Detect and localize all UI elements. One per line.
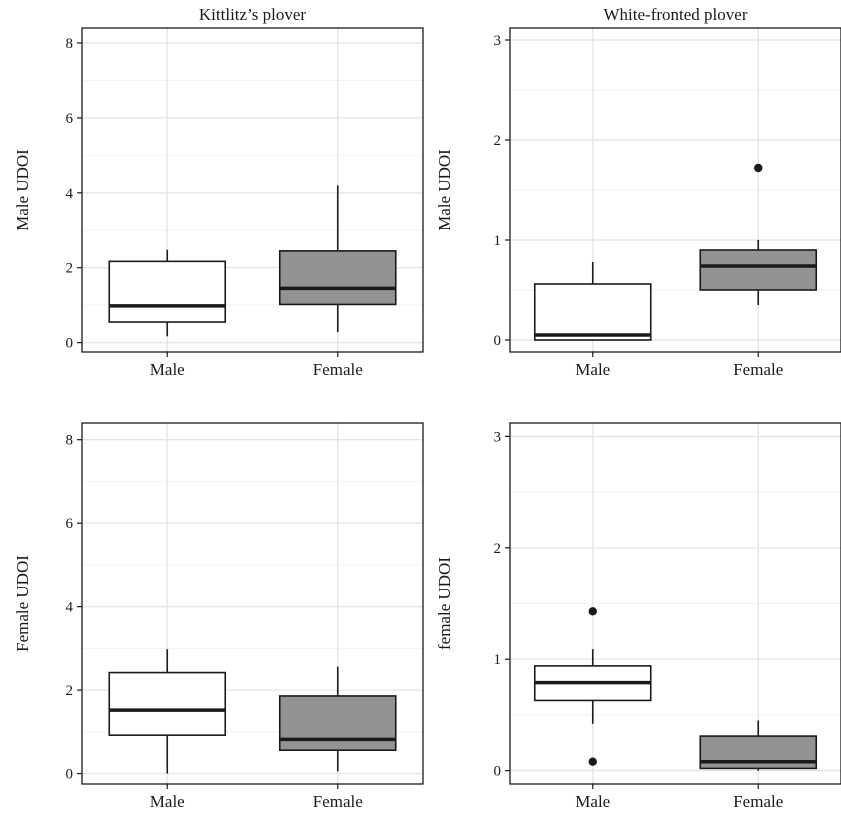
box-iqr xyxy=(699,249,818,291)
y-axis-label: Male UDOI xyxy=(13,149,32,231)
panel-title: White-fronted plover xyxy=(604,5,748,24)
y-tick-label: 3 xyxy=(494,33,502,49)
panel-border xyxy=(81,422,424,785)
panel-title: Kittlitz’s plover xyxy=(199,5,307,24)
box-iqr xyxy=(278,695,397,751)
x-tick-label: Female xyxy=(733,360,783,379)
y-axis-label: Female UDOI xyxy=(13,555,32,652)
box-female xyxy=(699,163,818,305)
panel-top-left: 0 2 4 6 8 Male Female Male UDOI Kittlitz’s plove… xyxy=(13,5,424,379)
box-male xyxy=(108,249,227,337)
y-tick-label: 2 xyxy=(66,261,74,277)
box-male xyxy=(108,649,227,774)
y-tick-label: 8 xyxy=(66,36,74,52)
x-tick-label: Female xyxy=(313,792,363,811)
y-tick-label: 4 xyxy=(66,600,74,616)
panel-border xyxy=(509,27,841,353)
panel-border xyxy=(81,27,424,353)
y-tick-label: 1 xyxy=(494,652,502,668)
y-tick-label: 4 xyxy=(66,186,74,202)
box-iqr xyxy=(108,671,227,736)
y-tick-label: 2 xyxy=(494,133,502,149)
outlier-point xyxy=(588,757,597,766)
box-female xyxy=(699,720,818,771)
box-male xyxy=(533,262,652,341)
y-tick-label: 0 xyxy=(494,764,502,780)
x-tick-label: Female xyxy=(733,792,783,811)
y-tick-label: 0 xyxy=(494,333,502,349)
x-tick-label: Male xyxy=(575,360,610,379)
x-tick-label: Female xyxy=(313,360,363,379)
y-tick-label: 3 xyxy=(494,429,502,445)
y-tick-label: 0 xyxy=(66,336,74,352)
y-tick-label: 1 xyxy=(494,233,502,249)
panel-top-right: 0 1 2 3 Male Female Male UDOI White-fronted plo… xyxy=(435,5,841,379)
y-tick-label: 6 xyxy=(66,516,74,532)
x-tick-label: Male xyxy=(575,792,610,811)
panel-bottom-left: 0 2 4 6 8 Male Female Female UDOI xyxy=(13,422,424,811)
box-female xyxy=(278,666,397,772)
x-tick-label: Male xyxy=(150,792,185,811)
y-axis-label: Male UDOI xyxy=(435,149,454,231)
y-axis-label: female UDOI xyxy=(435,557,454,650)
x-tick-label: Male xyxy=(150,360,185,379)
y-tick-label: 6 xyxy=(66,111,74,127)
box-female xyxy=(278,185,397,333)
outlier-point xyxy=(588,607,597,616)
box-male xyxy=(533,607,652,766)
box-iqr xyxy=(108,260,227,323)
outlier-point xyxy=(754,163,763,173)
y-tick-label: 8 xyxy=(66,433,74,449)
y-tick-label: 0 xyxy=(66,767,74,783)
panel-border xyxy=(509,422,841,785)
y-tick-label: 2 xyxy=(66,683,74,699)
box-iqr xyxy=(278,250,397,306)
panel-bottom-right: 0 1 2 3 Male Female female UDOI xyxy=(435,422,841,811)
y-tick-label: 2 xyxy=(494,541,502,557)
box-iqr xyxy=(533,283,652,341)
box-iqr xyxy=(699,735,818,770)
